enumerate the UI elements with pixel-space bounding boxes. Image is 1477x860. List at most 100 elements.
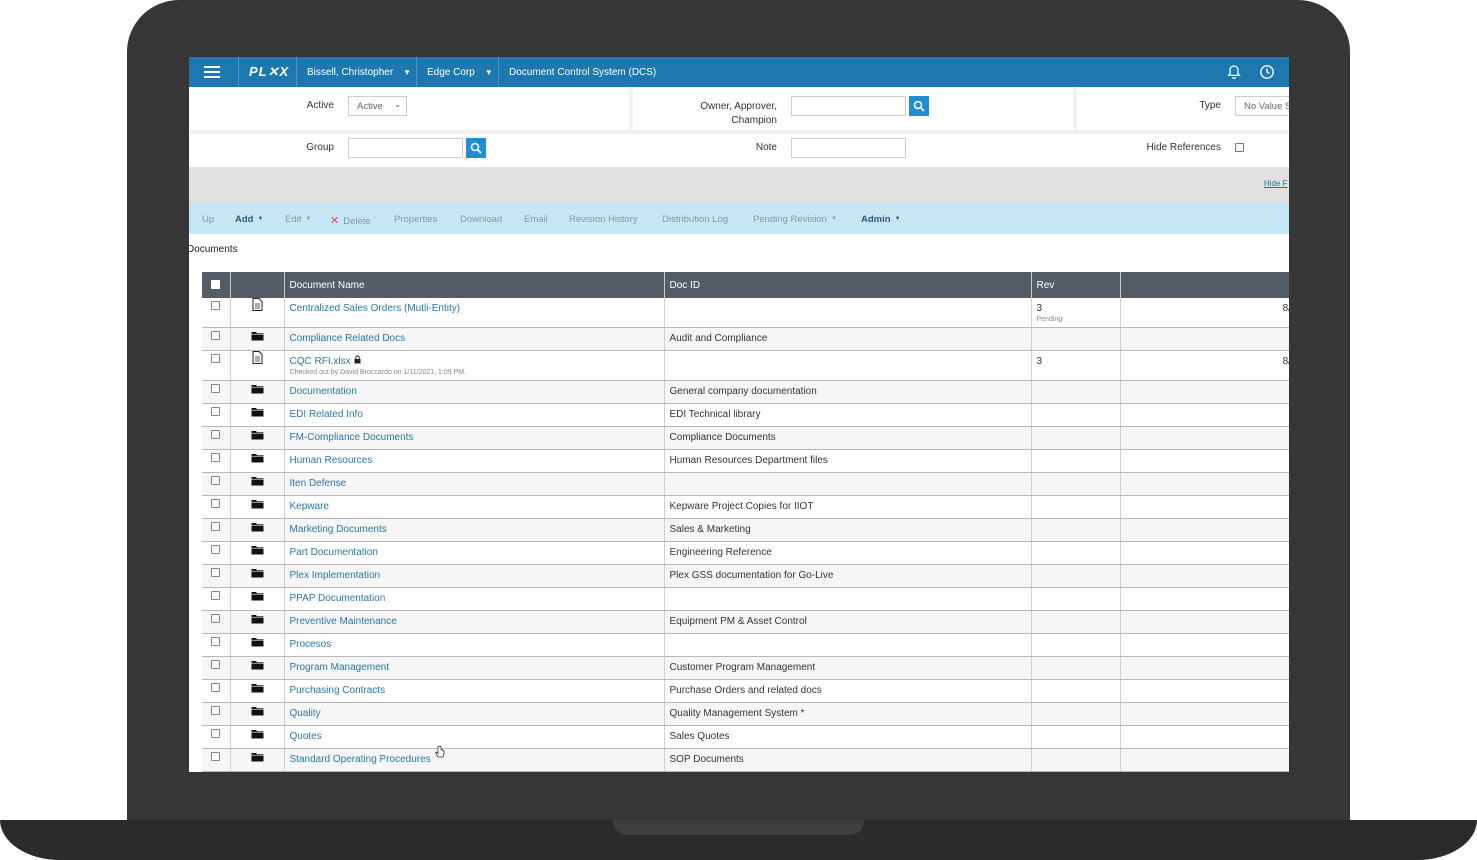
table-row[interactable]: Part Documentation Engineering Reference [202,541,1289,565]
document-name-link[interactable]: Centralized Sales Orders (Mutli-Entity) [289,303,461,314]
row-checkbox-cell[interactable] [202,656,231,680]
properties-button[interactable]: Properties [394,214,438,225]
row-checkbox-cell[interactable] [202,679,231,703]
document-name-link[interactable]: Preventive Maintenance [289,616,397,627]
document-name-link[interactable]: Human Resources [289,455,373,466]
document-name-link[interactable]: Purchasing Contracts [289,685,386,696]
select-all-checkbox[interactable] [211,280,221,290]
row-checkbox-cell[interactable] [202,298,231,328]
select-all-header[interactable] [202,272,231,298]
row-checkbox-cell[interactable] [202,633,231,657]
document-name-link[interactable]: Program Management [289,662,390,673]
row-checkbox[interactable] [211,567,221,577]
row-checkbox-cell[interactable] [202,725,231,749]
column-header-date[interactable] [1120,272,1289,298]
document-name-link[interactable]: Plex Implementation [289,570,381,581]
add-button[interactable]: Add ▼ [235,214,263,225]
row-checkbox-cell[interactable] [202,702,231,726]
document-name-link[interactable]: EDI Related Info [289,409,363,420]
row-checkbox-cell[interactable] [202,610,231,634]
group-input[interactable] [348,138,463,158]
document-name-link[interactable]: Marketing Documents [289,524,387,535]
document-name-link[interactable]: PPAP Documentation [289,593,386,604]
row-checkbox-cell[interactable] [202,518,231,542]
document-name-link[interactable]: FM-Compliance Documents [289,432,414,443]
table-row[interactable]: Standard Operating Procedures SOP Documen… [202,748,1289,772]
row-checkbox[interactable] [211,659,221,669]
table-row[interactable]: Program Management Customer Program Manag… [202,656,1289,680]
row-checkbox[interactable] [211,475,221,485]
document-name-link[interactable]: Quality [289,708,321,719]
distribution-log-button[interactable]: Distribution Log [662,214,729,225]
document-name-link[interactable]: Documentation [289,386,357,397]
row-checkbox[interactable] [211,330,221,340]
table-row[interactable]: CQC RFI.xlsx Checked out by David Broccar… [202,350,1289,381]
row-checkbox-cell[interactable] [202,449,231,473]
row-checkbox[interactable] [211,590,221,600]
row-checkbox[interactable] [211,521,221,531]
row-checkbox[interactable] [211,613,221,623]
pending-revision-button[interactable]: Pending Revision ▼ [753,214,837,225]
document-name-link[interactable]: Quotes [289,731,322,742]
row-checkbox[interactable] [211,544,221,554]
user-dropdown[interactable]: Bissell, Christopher ▼ [297,57,417,87]
table-row[interactable]: Compliance Related Docs Audit and Complia… [202,327,1289,351]
row-checkbox[interactable] [211,429,221,439]
table-row[interactable]: Human Resources Human Resources Departmen… [202,449,1289,473]
table-row[interactable]: Kepware Kepware Project Copies for IIOT [202,495,1289,519]
table-row[interactable]: Plex Implementation Plex GSS documentatio… [202,564,1289,588]
row-checkbox[interactable] [211,383,221,393]
row-checkbox-cell[interactable] [202,541,231,565]
type-select[interactable]: No Value S [1235,96,1289,116]
table-row[interactable]: Centralized Sales Orders (Mutli-Entity) 3… [202,298,1289,328]
note-input[interactable] [791,138,906,158]
column-header-document-name[interactable]: Document Name [284,272,665,298]
company-dropdown[interactable]: Edge Corp ▼ [417,57,499,87]
bell-icon[interactable] [1226,64,1242,80]
row-checkbox[interactable] [211,498,221,508]
up-button[interactable]: Up [202,214,215,225]
row-checkbox[interactable] [211,682,221,692]
row-checkbox-cell[interactable] [202,748,231,772]
table-row[interactable]: Marketing Documents Sales & Marketing [202,518,1289,542]
row-checkbox[interactable] [211,636,221,646]
row-checkbox-cell[interactable] [202,350,231,381]
row-checkbox-cell[interactable] [202,403,231,427]
email-button[interactable]: Email [524,214,548,225]
row-checkbox[interactable] [211,300,221,310]
document-name-link[interactable]: Procesos [289,639,332,650]
hide-filters-link[interactable]: Hide F [1264,179,1288,188]
revision-history-button[interactable]: Revision History [569,214,638,225]
column-header-doc-id[interactable]: Doc ID [664,272,1032,298]
hide-references-checkbox[interactable] [1235,143,1244,152]
row-checkbox[interactable] [211,406,221,416]
row-checkbox[interactable] [211,728,221,738]
table-row[interactable]: FM-Compliance Documents Compliance Docume… [202,426,1289,450]
edit-button[interactable]: Edit ▼ [285,214,311,225]
table-row[interactable]: Quality Quality Management System * [202,702,1289,726]
table-row[interactable]: Quotes Sales Quotes [202,725,1289,749]
table-row[interactable]: Preventive Maintenance Equipment PM & Ass… [202,610,1289,634]
download-button[interactable]: Download [460,214,503,225]
row-checkbox-cell[interactable] [202,564,231,588]
row-checkbox-cell[interactable] [202,472,231,496]
row-checkbox-cell[interactable] [202,587,231,611]
row-checkbox[interactable] [211,751,221,761]
document-name-link[interactable]: CQC RFI.xlsx [289,356,351,367]
document-name-link[interactable]: Compliance Related Docs [289,333,406,344]
table-row[interactable]: Iten Defense [202,472,1289,496]
group-search-button[interactable] [466,138,486,158]
row-checkbox[interactable] [211,705,221,715]
table-row[interactable]: Purchasing Contracts Purchase Orders and … [202,679,1289,703]
menu-button[interactable] [189,57,239,87]
owner-input[interactable] [791,96,906,116]
row-checkbox-cell[interactable] [202,426,231,450]
table-row[interactable]: EDI Related Info EDI Technical library [202,403,1289,427]
table-row[interactable]: Documentation General company documentati… [202,380,1289,404]
row-checkbox[interactable] [211,452,221,462]
row-checkbox[interactable] [211,353,221,363]
clock-icon[interactable] [1259,64,1275,80]
document-name-link[interactable]: Part Documentation [289,547,378,558]
row-checkbox-cell[interactable] [202,327,231,351]
row-checkbox-cell[interactable] [202,495,231,519]
